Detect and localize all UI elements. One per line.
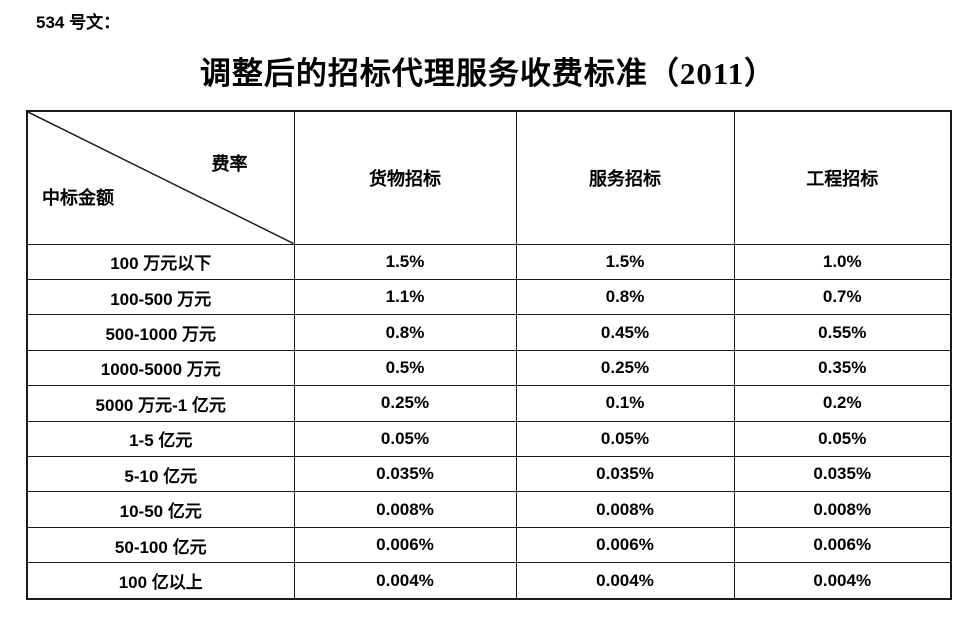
rate-cell: 0.2%	[733, 385, 952, 422]
row-label: 5-10 亿元	[26, 456, 295, 493]
rate-cell: 0.035%	[515, 456, 735, 493]
rate-cell: 0.004%	[733, 562, 952, 600]
rate-cell: 1.5%	[293, 243, 517, 280]
table-row: 1-5 亿元 0.05% 0.05% 0.05%	[26, 420, 952, 458]
rate-cell: 0.008%	[293, 491, 517, 528]
row-label: 500-1000 万元	[26, 314, 295, 351]
rate-cell: 0.7%	[733, 278, 952, 316]
row-label: 100 万元以下	[26, 243, 295, 280]
rate-cell: 0.25%	[293, 385, 517, 422]
rate-cell: 0.05%	[733, 420, 952, 458]
column-header-engineering: 工程招标	[733, 110, 952, 245]
column-header-service: 服务招标	[515, 110, 735, 245]
table-row: 100 万元以下 1.5% 1.5% 1.0%	[26, 243, 952, 280]
rate-cell: 0.008%	[515, 491, 735, 528]
table-row: 500-1000 万元 0.8% 0.45% 0.55%	[26, 314, 952, 351]
rate-cell: 0.8%	[515, 278, 735, 316]
row-label: 1000-5000 万元	[26, 349, 295, 387]
rate-cell: 0.035%	[293, 456, 517, 493]
rate-cell: 0.004%	[293, 562, 517, 600]
rate-cell: 0.05%	[293, 420, 517, 458]
rate-cell: 0.008%	[733, 491, 952, 528]
rate-cell: 0.25%	[515, 349, 735, 387]
rate-cell: 0.006%	[515, 526, 735, 564]
table-row: 5000 万元-1 亿元 0.25% 0.1% 0.2%	[26, 385, 952, 422]
rate-cell: 0.004%	[515, 562, 735, 600]
table-row: 100 亿以上 0.004% 0.004% 0.004%	[26, 562, 952, 600]
rate-cell: 0.035%	[733, 456, 952, 493]
row-label: 1-5 亿元	[26, 420, 295, 458]
diagonal-divider-line	[28, 112, 294, 244]
row-label: 100 亿以上	[26, 562, 295, 600]
table-row: 10-50 亿元 0.008% 0.008% 0.008%	[26, 491, 952, 528]
row-label: 5000 万元-1 亿元	[26, 385, 295, 422]
rate-cell: 0.006%	[733, 526, 952, 564]
rate-cell: 1.0%	[733, 243, 952, 280]
header-row: 费率 中标金额 货物招标 服务招标 工程招标	[26, 110, 952, 245]
page-title: 调整后的招标代理服务收费标准（2011）	[199, 56, 777, 91]
fee-standard-table: 费率 中标金额 货物招标 服务招标 工程招标 100 万元以下 1.5% 1.5…	[26, 110, 952, 600]
doc-number-label: 534 号文：	[36, 13, 121, 32]
rate-cell: 0.35%	[733, 349, 952, 387]
rate-cell: 0.1%	[515, 385, 735, 422]
rate-cell: 0.5%	[293, 349, 517, 387]
rate-cell: 0.8%	[293, 314, 517, 351]
rate-cell: 1.1%	[293, 278, 517, 316]
corner-label-fee-rate: 费率	[211, 154, 248, 174]
table-row: 5-10 亿元 0.035% 0.035% 0.035%	[26, 456, 952, 493]
rate-cell: 1.5%	[515, 243, 735, 280]
row-label: 100-500 万元	[26, 278, 295, 316]
row-label: 50-100 亿元	[26, 526, 295, 564]
table-corner-cell: 费率 中标金额	[26, 110, 295, 245]
table-row: 1000-5000 万元 0.5% 0.25% 0.35%	[26, 349, 952, 387]
row-label: 10-50 亿元	[26, 491, 295, 528]
table-row: 100-500 万元 1.1% 0.8% 0.7%	[26, 278, 952, 316]
rate-cell: 0.006%	[293, 526, 517, 564]
corner-label-bid-amount: 中标金额	[42, 187, 114, 208]
rate-cell: 0.45%	[515, 314, 735, 351]
rate-cell: 0.55%	[733, 314, 952, 351]
rate-cell: 0.05%	[515, 420, 735, 458]
table-row: 50-100 亿元 0.006% 0.006% 0.006%	[26, 526, 952, 564]
column-header-goods: 货物招标	[293, 110, 517, 245]
